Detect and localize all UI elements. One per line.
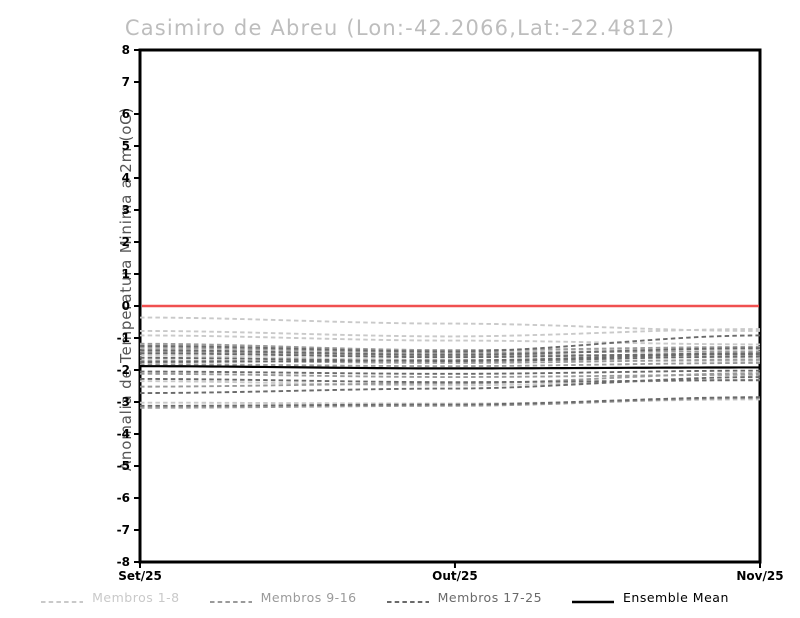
- legend-item[interactable]: Membros 9-16: [209, 589, 357, 605]
- axis-ticks: [134, 49, 761, 568]
- series-line: [139, 334, 761, 353]
- y-tick-label: -5: [117, 459, 130, 473]
- y-tick-label: 6: [122, 107, 130, 121]
- chart-title: Casimiro de Abreu (Lon:-42.2066,Lat:-22.…: [124, 16, 676, 40]
- y-tick-label: 7: [122, 75, 130, 89]
- y-tick-label: 8: [122, 43, 130, 57]
- chart-legend: Membros 1-8 Membros 9-16 Membros 17-25 Ense…: [0, 586, 800, 608]
- series-line: [139, 347, 761, 356]
- y-tick-label: 0: [122, 299, 130, 313]
- y-tick-label: -8: [117, 555, 130, 569]
- y-tick-label: -7: [117, 523, 130, 537]
- x-tick-label: Out/25: [432, 569, 478, 583]
- y-tick-label: 3: [122, 203, 130, 217]
- series-line: [139, 328, 761, 338]
- y-tick-label: 2: [122, 235, 130, 249]
- series-line: [139, 362, 761, 368]
- legend-item[interactable]: Ensemble Mean: [572, 590, 729, 605]
- series-line: [139, 372, 761, 388]
- axis-frame: [138, 48, 762, 564]
- legend-label: Ensemble Mean: [623, 589, 729, 605]
- series-line: [139, 376, 761, 394]
- series-line: [139, 365, 760, 370]
- legend-label: Membros 1-8: [92, 589, 180, 605]
- series-lines: [139, 316, 761, 409]
- series-line: [139, 369, 761, 375]
- y-tick-label: -6: [117, 491, 130, 505]
- legend-swatch-icon: [41, 592, 84, 603]
- legend-label: Membros 9-16: [260, 589, 357, 605]
- y-tick-label: -2: [117, 363, 130, 377]
- y-tick-label: -1: [117, 331, 130, 345]
- series-line: [139, 316, 761, 332]
- legend-label: Membros 17-25: [437, 589, 543, 605]
- series-line: [140, 396, 761, 407]
- x-tick-label: Set/25: [118, 569, 162, 583]
- legend-item[interactable]: Membros 17-25: [386, 589, 543, 605]
- series-line: [139, 346, 760, 354]
- y-tick-label: 4: [122, 171, 130, 185]
- y-tick-label: 5: [122, 139, 130, 153]
- series-line: [139, 397, 761, 409]
- x-tick-label: Nov/25: [736, 569, 783, 583]
- legend-item[interactable]: Membros 1-8: [41, 590, 180, 605]
- y-tick-label: 1: [122, 267, 130, 281]
- y-tick-label: -4: [117, 427, 130, 441]
- legend-swatch-icon: [572, 592, 615, 604]
- series-line: [139, 334, 761, 346]
- legend-swatch-icon: [209, 592, 252, 603]
- series-line: [139, 352, 761, 359]
- legend-swatch-icon: [386, 592, 429, 603]
- series-line: [139, 353, 761, 363]
- series-line: [139, 342, 761, 352]
- y-tick-label: -3: [117, 395, 130, 409]
